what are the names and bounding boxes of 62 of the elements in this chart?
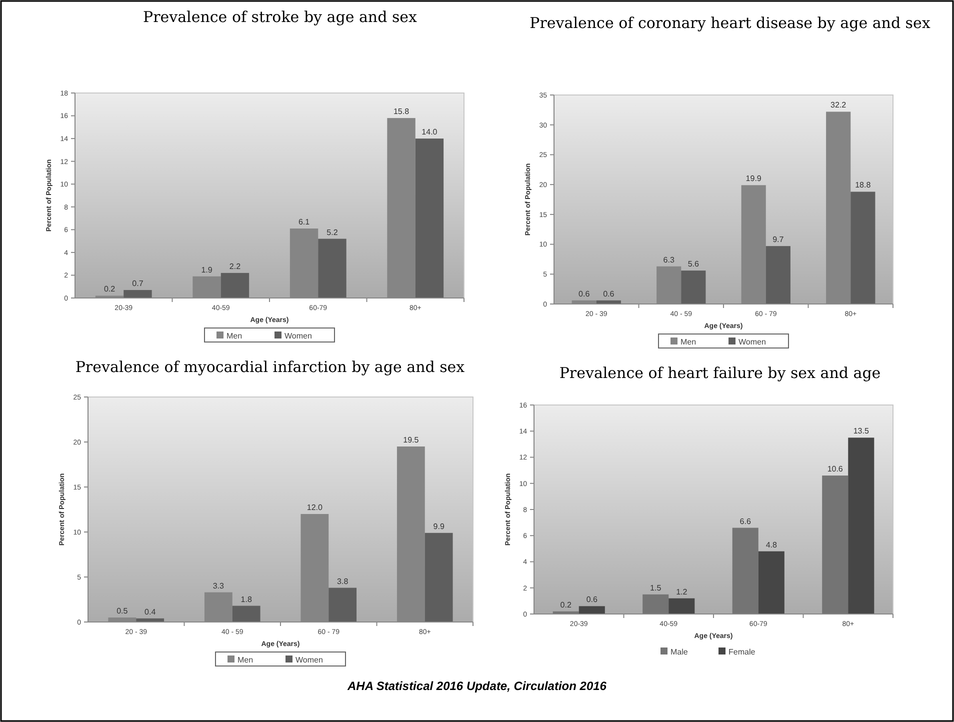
legend-label: Men	[680, 337, 696, 346]
data-label: 5.6	[688, 260, 700, 269]
chart-title: Prevalence of myocardial infarction by age and sex	[75, 358, 466, 376]
bar	[328, 588, 357, 622]
data-label: 0.2	[560, 600, 572, 610]
chart-title: Prevalence of stroke by age and sex	[143, 8, 418, 26]
bar	[766, 246, 790, 304]
data-label: 14.0	[422, 128, 438, 137]
bar	[668, 598, 695, 614]
data-label: 5.2	[326, 228, 338, 237]
data-label: 0.6	[603, 289, 615, 298]
chart-title: Prevalence of coronary heart disease by age and sex	[530, 14, 931, 32]
data-label: 3.8	[337, 576, 349, 586]
bar	[415, 138, 444, 298]
data-label: 1.9	[201, 265, 213, 274]
data-label: 32.2	[830, 100, 847, 110]
data-label: 1.5	[650, 583, 662, 592]
data-label: 6.6	[740, 516, 752, 526]
data-label: 0.6	[586, 595, 598, 604]
legend-label: Men	[226, 331, 242, 340]
bar	[822, 476, 848, 614]
data-label: 19.5	[403, 436, 420, 444]
data-label: 0.7	[132, 279, 144, 288]
bar	[850, 192, 876, 304]
bar	[232, 606, 260, 622]
data-label: 4.8	[766, 540, 778, 550]
legend-label: Male	[670, 647, 688, 656]
data-label: 13.5	[853, 426, 870, 436]
data-label: 6.3	[663, 255, 675, 264]
data-label: 9.7	[772, 235, 784, 244]
bar	[758, 551, 784, 614]
bar	[642, 594, 669, 614]
data-label: 10.6	[827, 464, 844, 474]
data-label: 19.9	[746, 174, 762, 184]
data-label: 6.1	[298, 218, 310, 227]
data-label: 2.2	[229, 262, 242, 271]
bar	[578, 606, 605, 614]
legend-label: Women	[284, 331, 312, 340]
bar	[124, 290, 152, 298]
data-label: 1.8	[240, 594, 252, 604]
data-label: 9.9	[433, 522, 445, 531]
data-label: 0.2	[104, 284, 116, 294]
data-label: 3.3	[212, 581, 225, 590]
legend-label: Women	[296, 655, 323, 664]
data-label: 0.6	[578, 289, 590, 298]
legend-label: Female	[728, 647, 756, 656]
chart-title: Prevalence of heart failure by sex and age	[559, 364, 881, 382]
text: AHA Statistical 2016 Update, Circulation 2016	[346, 679, 607, 693]
legend-label: Women	[738, 337, 766, 346]
data-label: 18.8	[855, 180, 872, 190]
data-label: 15.8	[393, 107, 410, 116]
bar	[318, 238, 346, 298]
bar	[681, 270, 706, 304]
bar	[424, 532, 453, 622]
bar	[220, 272, 250, 298]
data-label: 0.4	[144, 607, 156, 616]
data-label: 0.5	[116, 606, 128, 616]
bar	[732, 528, 758, 614]
bar	[848, 438, 874, 614]
data-label: 1.2	[676, 587, 688, 596]
legend-label: Men	[238, 655, 254, 664]
data-label: 12.0	[306, 503, 323, 512]
